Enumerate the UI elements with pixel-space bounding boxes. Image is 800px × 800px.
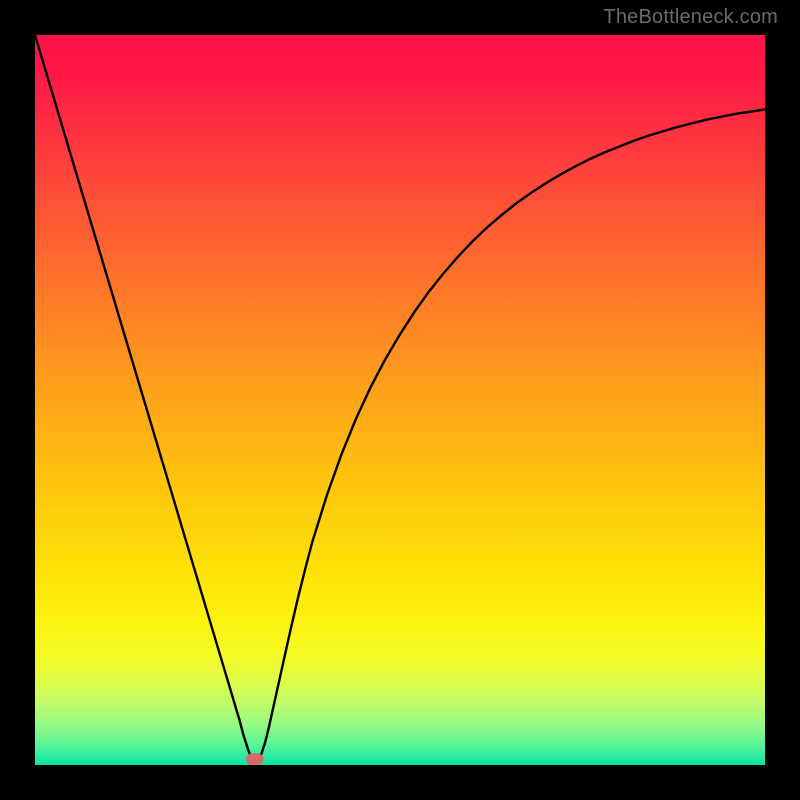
chart-frame: TheBottleneck.com — [0, 0, 800, 800]
minimum-marker — [246, 753, 264, 765]
watermark-text: TheBottleneck.com — [603, 6, 778, 29]
chart-svg — [35, 35, 765, 765]
plot-area — [35, 35, 765, 765]
